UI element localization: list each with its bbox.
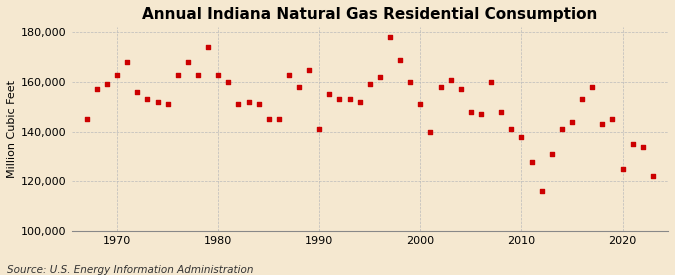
Point [172,72,183,77]
Point [637,144,648,149]
Point [213,72,223,77]
Point [576,97,587,101]
Point [324,92,335,97]
Point [587,85,597,89]
Point [526,160,537,164]
Point [304,67,315,72]
Point [192,72,203,77]
Point [111,72,122,77]
Point [344,97,355,101]
Point [546,152,557,156]
Point [385,35,396,39]
Point [334,97,345,101]
Point [627,142,638,146]
Point [182,60,193,64]
Point [516,134,527,139]
Point [405,80,416,84]
Point [284,72,294,77]
Point [314,127,325,131]
Point [556,127,567,131]
Point [375,75,385,79]
Point [647,174,658,179]
Point [354,100,365,104]
Point [456,87,466,92]
Point [82,117,92,122]
Point [243,100,254,104]
Point [446,77,456,82]
Point [566,120,577,124]
Point [415,102,426,107]
Point [122,60,132,64]
Point [162,102,173,107]
Point [92,87,103,92]
Text: Source: U.S. Energy Information Administration: Source: U.S. Energy Information Administ… [7,265,253,275]
Point [476,112,487,117]
Point [506,127,517,131]
Point [273,117,284,122]
Point [425,130,436,134]
Point [617,167,628,171]
Point [253,102,264,107]
Point [597,122,608,127]
Point [263,117,274,122]
Point [152,100,163,104]
Point [294,85,304,89]
Point [536,189,547,194]
Point [364,82,375,87]
Point [435,85,446,89]
Y-axis label: Million Cubic Feet: Million Cubic Feet [7,80,17,178]
Point [202,45,213,50]
Point [395,57,406,62]
Point [101,82,112,87]
Point [233,102,244,107]
Title: Annual Indiana Natural Gas Residential Consumption: Annual Indiana Natural Gas Residential C… [142,7,597,22]
Point [223,80,234,84]
Point [496,110,507,114]
Point [466,110,477,114]
Point [486,80,497,84]
Point [607,117,618,122]
Point [132,90,142,94]
Point [142,97,153,101]
